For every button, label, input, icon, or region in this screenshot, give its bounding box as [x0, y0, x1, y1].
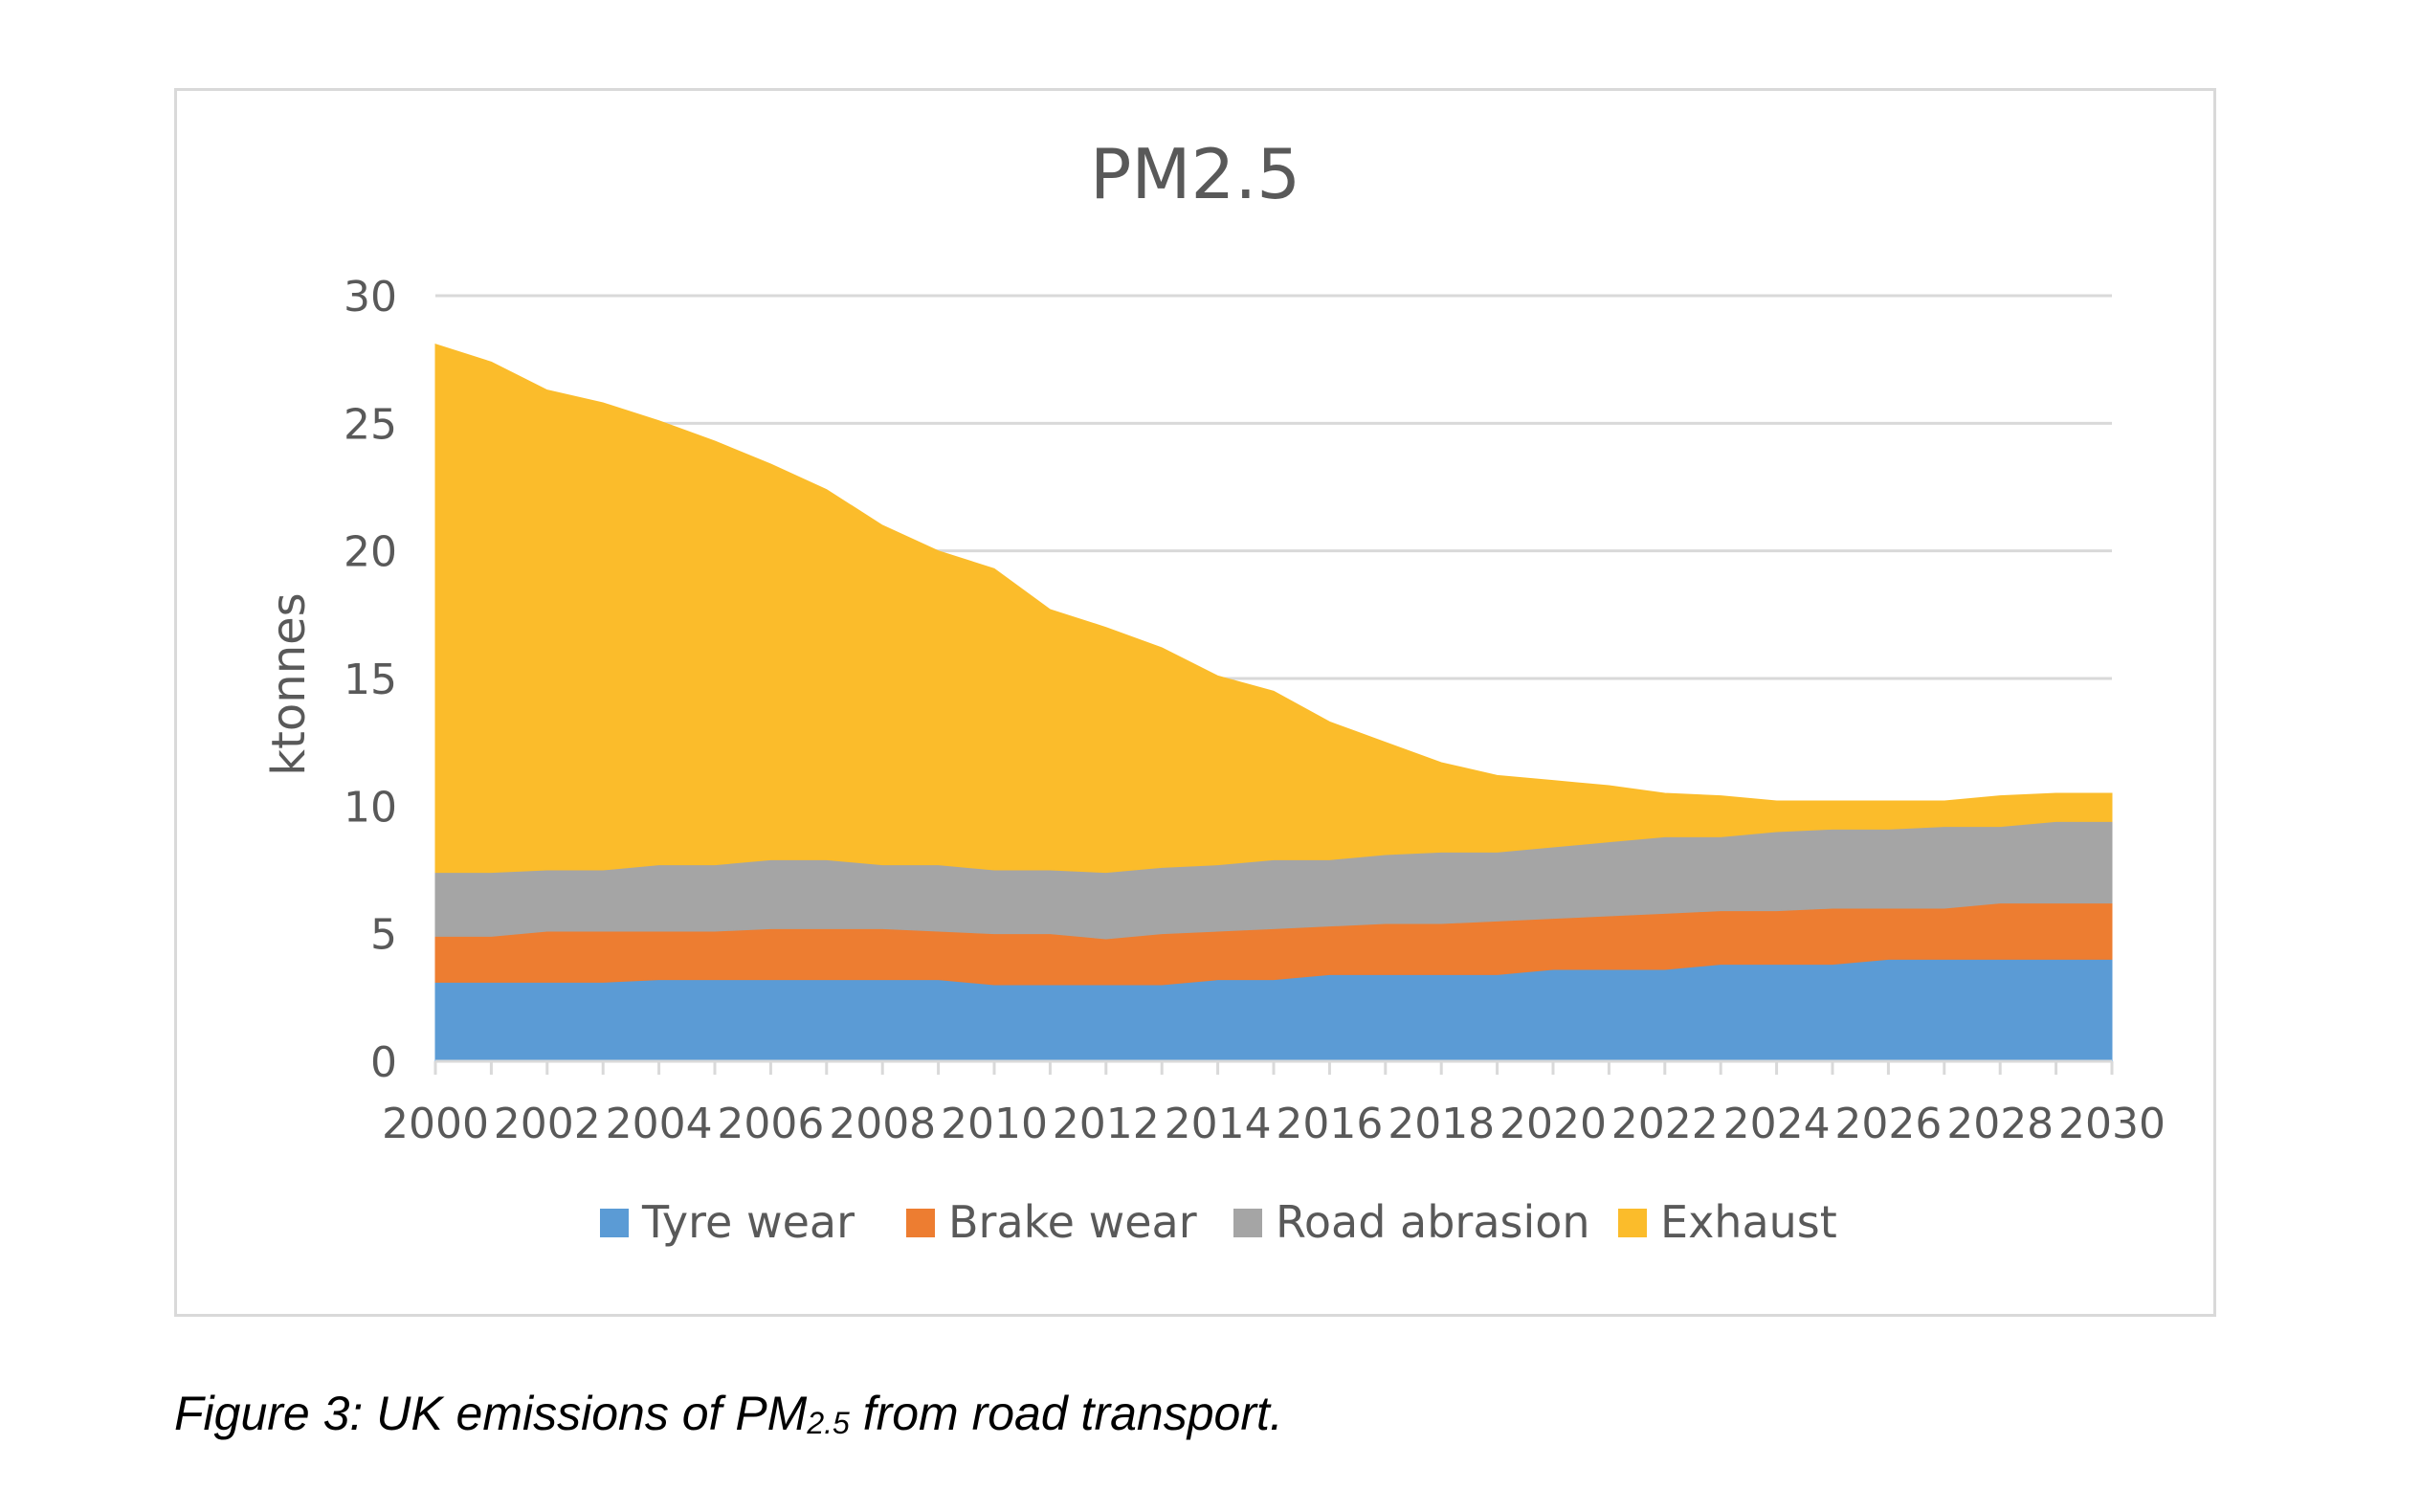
x-tick-label: 2014 — [1165, 1100, 1272, 1148]
legend-swatch — [1618, 1209, 1647, 1237]
x-axis-tick-labels: 2000 2002 2004 2006 2008 2010 2012 2014 2016 2018… — [382, 1100, 2166, 1148]
legend-swatch — [1233, 1209, 1262, 1237]
y-axis-tick-labels: 0 5 10 15 20 25 30 — [344, 273, 397, 1087]
y-tick-label: 0 — [370, 1038, 397, 1087]
caption-subscript: 2.5 — [807, 1406, 850, 1440]
x-tick-label: 2020 — [1499, 1100, 1607, 1148]
legend-item-road-abrasion: Road abrasion — [1233, 1196, 1590, 1248]
y-tick-label: 20 — [344, 528, 397, 577]
area-series-exhaust — [434, 343, 2113, 874]
chart-title: PM2.5 — [1090, 134, 1300, 214]
y-tick-label: 25 — [344, 400, 397, 449]
figure-caption: Figure 3: UK emissions of PM2.5 from roa… — [174, 1386, 1283, 1441]
legend-label: Tyre wear — [641, 1196, 855, 1248]
y-tick-label: 10 — [344, 783, 397, 832]
legend-swatch — [600, 1209, 629, 1237]
x-tick-label: 2030 — [2058, 1100, 2166, 1148]
x-tick-label: 2006 — [717, 1100, 824, 1148]
x-tick-label: 2018 — [1388, 1100, 1495, 1148]
x-tick-label: 2016 — [1276, 1100, 1383, 1148]
legend: Tyre wear Brake wear Road abrasion Exhaust — [600, 1196, 1837, 1248]
y-tick-label: 5 — [370, 911, 397, 960]
x-tick-label: 2000 — [382, 1100, 489, 1148]
x-tick-label: 2012 — [1053, 1100, 1160, 1148]
legend-item-brake-wear: Brake wear — [906, 1196, 1197, 1248]
caption-suffix: from road transport. — [849, 1387, 1283, 1440]
legend-item-exhaust: Exhaust — [1618, 1196, 1837, 1248]
x-tick-label: 2008 — [829, 1100, 936, 1148]
legend-label: Road abrasion — [1276, 1196, 1590, 1248]
legend-swatch — [906, 1209, 935, 1237]
x-tick-label: 2004 — [606, 1100, 713, 1148]
legend-label: Exhaust — [1660, 1196, 1837, 1248]
caption-prefix: Figure 3: UK emissions of PM — [174, 1387, 808, 1440]
x-axis — [433, 1059, 2114, 1075]
chart-container: PM2.5 ktonnes 0 5 10 15 20 25 30 2000 2002 2004 2… — [174, 88, 2216, 1317]
y-tick-label: 15 — [344, 656, 397, 704]
x-tick-label: 2010 — [941, 1100, 1048, 1148]
y-axis-title: ktonnes — [262, 592, 316, 775]
x-tick-label: 2024 — [1723, 1100, 1831, 1148]
area-series-group — [434, 343, 2113, 1062]
x-tick-label: 2026 — [1834, 1100, 1942, 1148]
x-tick-label: 2028 — [1946, 1100, 2054, 1148]
x-tick-label: 2002 — [494, 1100, 601, 1148]
y-tick-label: 30 — [344, 273, 397, 322]
legend-item-tyre-wear: Tyre wear — [600, 1196, 855, 1248]
x-tick-label: 2022 — [1611, 1100, 1719, 1148]
legend-label: Brake wear — [948, 1196, 1197, 1248]
